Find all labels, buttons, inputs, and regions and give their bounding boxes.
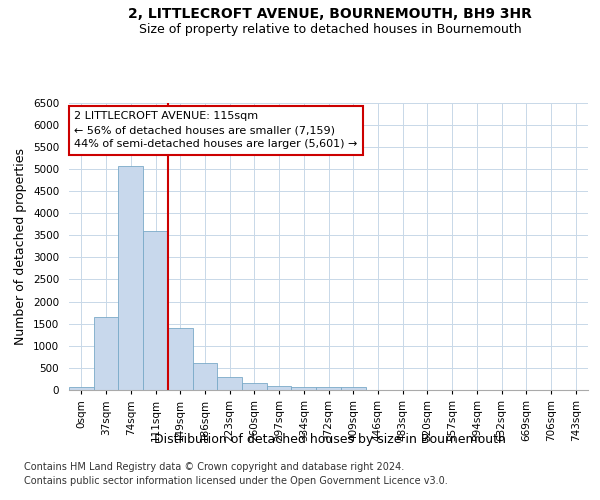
Bar [217,377,242,390]
Bar [94,316,118,390]
Bar [143,231,168,390]
Text: 2 LITTLECROFT AVENUE: 115sqm
← 56% of detached houses are smaller (7,159)
44% of: 2 LITTLECROFT AVENUE: 115sqm ← 56% of de… [74,111,358,149]
Text: Contains public sector information licensed under the Open Government Licence v3: Contains public sector information licen… [24,476,448,486]
Y-axis label: Number of detached properties: Number of detached properties [14,148,28,345]
Bar [69,386,94,390]
Bar [193,363,217,390]
Text: Size of property relative to detached houses in Bournemouth: Size of property relative to detached ho… [139,22,521,36]
Bar [118,166,143,390]
Bar [292,386,316,390]
Bar [267,386,292,390]
Bar [316,388,341,390]
Bar [242,384,267,390]
Bar [341,387,365,390]
Text: 2, LITTLECROFT AVENUE, BOURNEMOUTH, BH9 3HR: 2, LITTLECROFT AVENUE, BOURNEMOUTH, BH9 … [128,8,532,22]
Text: Distribution of detached houses by size in Bournemouth: Distribution of detached houses by size … [154,432,506,446]
Bar [168,328,193,390]
Text: Contains HM Land Registry data © Crown copyright and database right 2024.: Contains HM Land Registry data © Crown c… [24,462,404,472]
